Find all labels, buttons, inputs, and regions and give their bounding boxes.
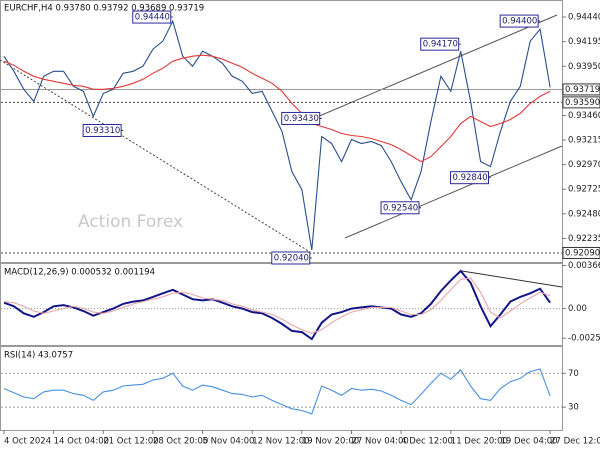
series-line [3, 19, 551, 251]
annotation-label: 0.94440 [135, 13, 170, 23]
channel-upper [309, 14, 558, 121]
y-tick-label: 0.92480 [568, 209, 600, 219]
annotation-label: 0.92040 [274, 253, 309, 263]
y-tick-label: 0.92970 [568, 160, 600, 170]
x-tick-label: 21 Oct 12:00 [103, 437, 158, 447]
x-tick-label: 28 Oct 20:00 [153, 437, 208, 447]
y-tick-label: 0.93460 [568, 111, 600, 121]
series-line [3, 277, 551, 334]
price-label: 0.93719 [565, 85, 600, 95]
price-label: 0.92090 [565, 248, 600, 258]
watermark: Action Forex [78, 212, 183, 232]
annotation-box [281, 111, 321, 125]
series-line [3, 269, 551, 341]
annotation-label: 0.92540 [383, 203, 418, 213]
y-tick-label: 0.94440 [568, 13, 600, 23]
annotation-label: 0.94170 [423, 40, 458, 50]
x-tick-label: 4 Oct 2024 [4, 437, 51, 447]
y-tick-label: 0.92235 [568, 234, 600, 244]
channel-lower [344, 145, 563, 239]
price-box [562, 83, 600, 96]
x-tick-label: 5 Nov 04:00 [203, 437, 255, 447]
price-box [562, 246, 600, 259]
price-box [562, 96, 600, 109]
annotation-label: 0.93430 [284, 114, 319, 124]
x-tick-label: 12 Nov 12:00 [252, 437, 309, 447]
y-tick-label: 0.92725 [568, 185, 600, 195]
series-line [3, 368, 551, 415]
annotation-box [380, 201, 420, 215]
x-tick-label: 27 Nov 04:00 [351, 437, 408, 447]
y-tick-label: 70 [568, 369, 579, 379]
rsi-panel [0, 346, 563, 431]
x-tick-label: 27 Dec 12:00 [550, 437, 600, 447]
annotation-label: 0.94400 [502, 17, 537, 27]
annotation-box [271, 251, 311, 265]
y-tick-label: 0.93215 [568, 136, 600, 146]
series-line [3, 54, 551, 163]
y-tick-label: 0.93950 [568, 62, 600, 72]
y-tick-label: -0.002521 [568, 334, 600, 344]
rsi-title: RSI(14) 43.0757 [4, 351, 73, 361]
annotation-label: 0.92840 [452, 173, 487, 183]
x-tick-label: 11 Dec 20:00 [451, 437, 508, 447]
chart-title: EURCHF,H4 0.93780 0.93792 0.93689 0.9371… [4, 4, 204, 14]
annotation-box [420, 37, 460, 51]
annotation-box [449, 171, 489, 185]
x-tick-label: 19 Nov 20:00 [302, 437, 359, 447]
macd-trend-line [461, 270, 563, 288]
y-tick-label: 0.003665 [568, 261, 600, 271]
annotation-box [82, 123, 122, 137]
y-tick-label: 0.94195 [568, 37, 600, 47]
trend-line [0, 59, 311, 253]
x-tick-label: 4 Dec 12:00 [401, 437, 453, 447]
annotation-label: 0.93310 [85, 126, 120, 136]
macd-title: MACD(12,26,9) 0.000532 0.001194 [4, 268, 155, 278]
annotation-box [132, 10, 172, 24]
annotation-box [499, 14, 539, 28]
x-tick-label: 14 Oct 04:00 [54, 437, 109, 447]
price-label: 0.93590 [565, 98, 600, 108]
y-tick-label: 30 [568, 403, 579, 413]
x-tick-label: 19 Dec 04:00 [500, 437, 557, 447]
y-tick-label: 0.00 [568, 304, 587, 314]
